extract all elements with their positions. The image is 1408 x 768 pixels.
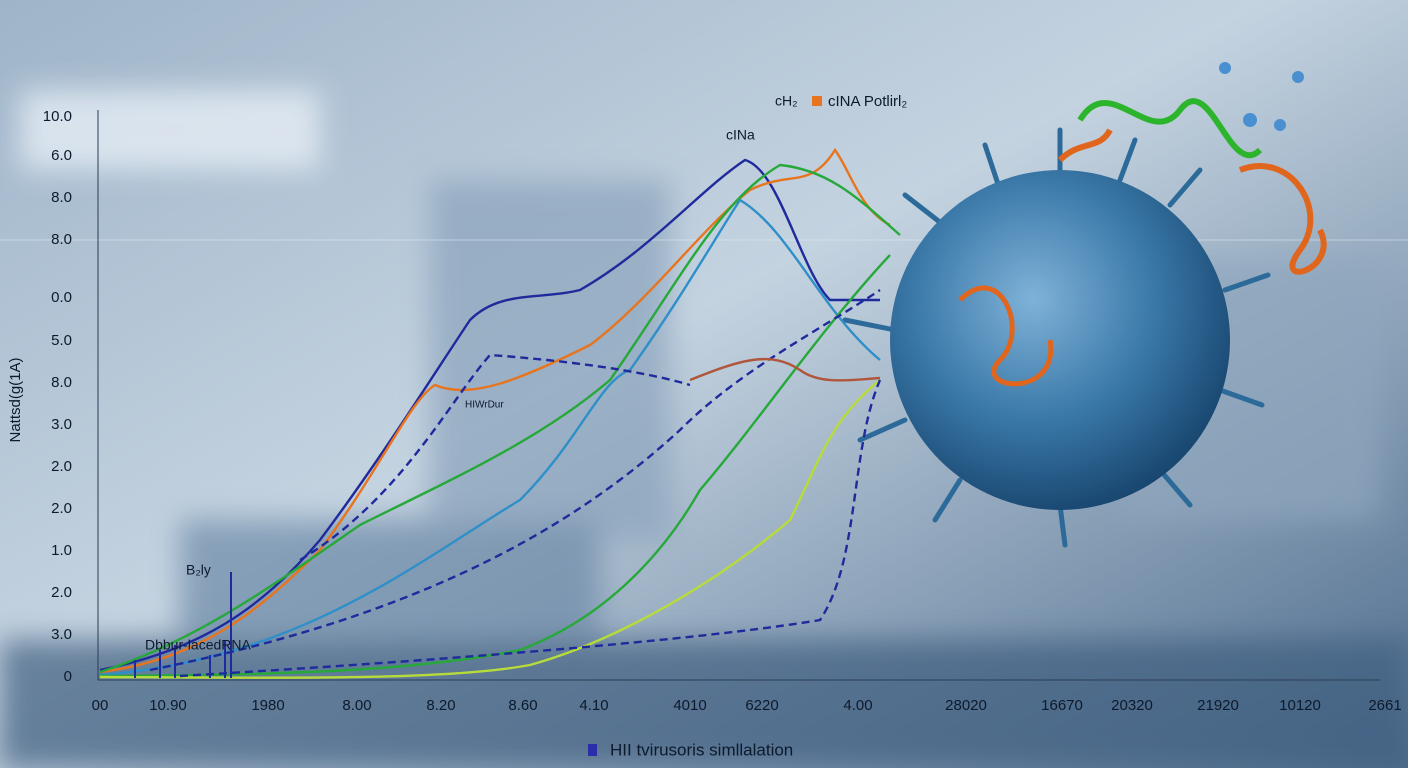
x-tick-label: 2661 [1368, 697, 1401, 714]
x-tick-label: 20320 [1111, 697, 1153, 714]
x-tick-label: 1980 [251, 697, 284, 714]
y-tick-label: 2.0 [51, 458, 72, 475]
annotation: cINA Potlirl₂ [828, 93, 907, 110]
y-tick-label: 3.0 [51, 416, 72, 433]
x-tick-label: 8.20 [426, 697, 455, 714]
curve [99, 163, 901, 674]
curve [689, 357, 881, 382]
annotation: Dbbur-lacedRNA [145, 637, 251, 653]
curve [99, 379, 881, 679]
y-tick-label: 10.0 [43, 108, 72, 125]
x-tick-label: 16670 [1041, 697, 1083, 714]
y-tick-label: 8.0 [51, 231, 72, 248]
y-tick-label: 1.0 [51, 542, 72, 559]
y-tick-label: 6.0 [51, 147, 72, 164]
y-tick-label: 5.0 [51, 332, 72, 349]
x-tick-label: 28020 [945, 697, 987, 714]
y-tick-label: 2.0 [51, 500, 72, 517]
y-tick-label: 2.0 [51, 584, 72, 601]
x-tick-label: 8.00 [342, 697, 371, 714]
curves [99, 147, 901, 679]
x-tick-label: 4.10 [579, 697, 608, 714]
y-tick-label: 0.0 [51, 289, 72, 306]
x-tick-label: 6220 [745, 697, 778, 714]
x-tick-label: 4.00 [843, 697, 872, 714]
curve [299, 353, 691, 562]
labels: Nattsd(g(1A) cH₂ cINA Potlirl₂ cINa B₂ly… [7, 93, 907, 760]
x-tick-label: 00 [92, 697, 109, 714]
x-tick-label: 10.90 [149, 697, 187, 714]
annotation: cINa [726, 127, 755, 143]
legend-swatch [588, 744, 597, 756]
annotation-swatch [812, 96, 822, 106]
y-tick-label: 8.0 [51, 189, 72, 206]
spikes [134, 572, 232, 678]
annotation: cH₂ [775, 93, 798, 109]
curve [99, 254, 891, 678]
y-tick-label: 0 [64, 668, 72, 685]
curve [99, 158, 880, 672]
y-axis-title: Nattsd(g(1A) [7, 357, 24, 442]
virus-illustration [842, 62, 1327, 548]
annotation: B₂ly [186, 562, 211, 578]
y-tick-label: 3.0 [51, 626, 72, 643]
x-tick-label: 21920 [1197, 697, 1239, 714]
curve [179, 379, 882, 678]
curve [149, 289, 881, 672]
y-tick-label: 8.0 [51, 374, 72, 391]
curve [99, 198, 881, 677]
x-tick-label: 8.60 [508, 697, 537, 714]
annotation: HIWrDur [465, 400, 504, 411]
curve [99, 147, 891, 674]
x-tick-label: 4010 [673, 697, 706, 714]
x-tick-label: 10120 [1279, 697, 1321, 714]
legend-label: HII tvirusoris simllalation [610, 740, 793, 759]
